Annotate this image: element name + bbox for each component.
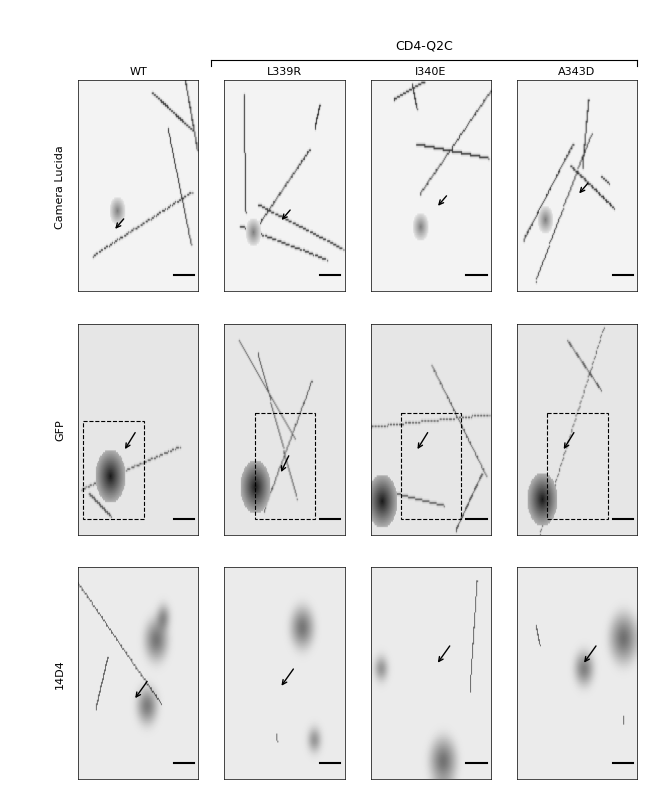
Text: A343D: A343D bbox=[558, 67, 595, 77]
Text: I340E: I340E bbox=[415, 67, 447, 77]
Bar bbox=[83, 422, 144, 519]
Bar bbox=[401, 413, 462, 519]
Text: GFP: GFP bbox=[55, 419, 65, 440]
Text: L339R: L339R bbox=[266, 67, 302, 77]
Text: Camera Lucida: Camera Lucida bbox=[55, 144, 65, 229]
Text: CD4-Q2C: CD4-Q2C bbox=[395, 40, 453, 53]
Text: WT: WT bbox=[129, 67, 147, 77]
Text: 14D4: 14D4 bbox=[55, 659, 65, 688]
Bar bbox=[547, 413, 608, 519]
Bar bbox=[255, 413, 315, 519]
